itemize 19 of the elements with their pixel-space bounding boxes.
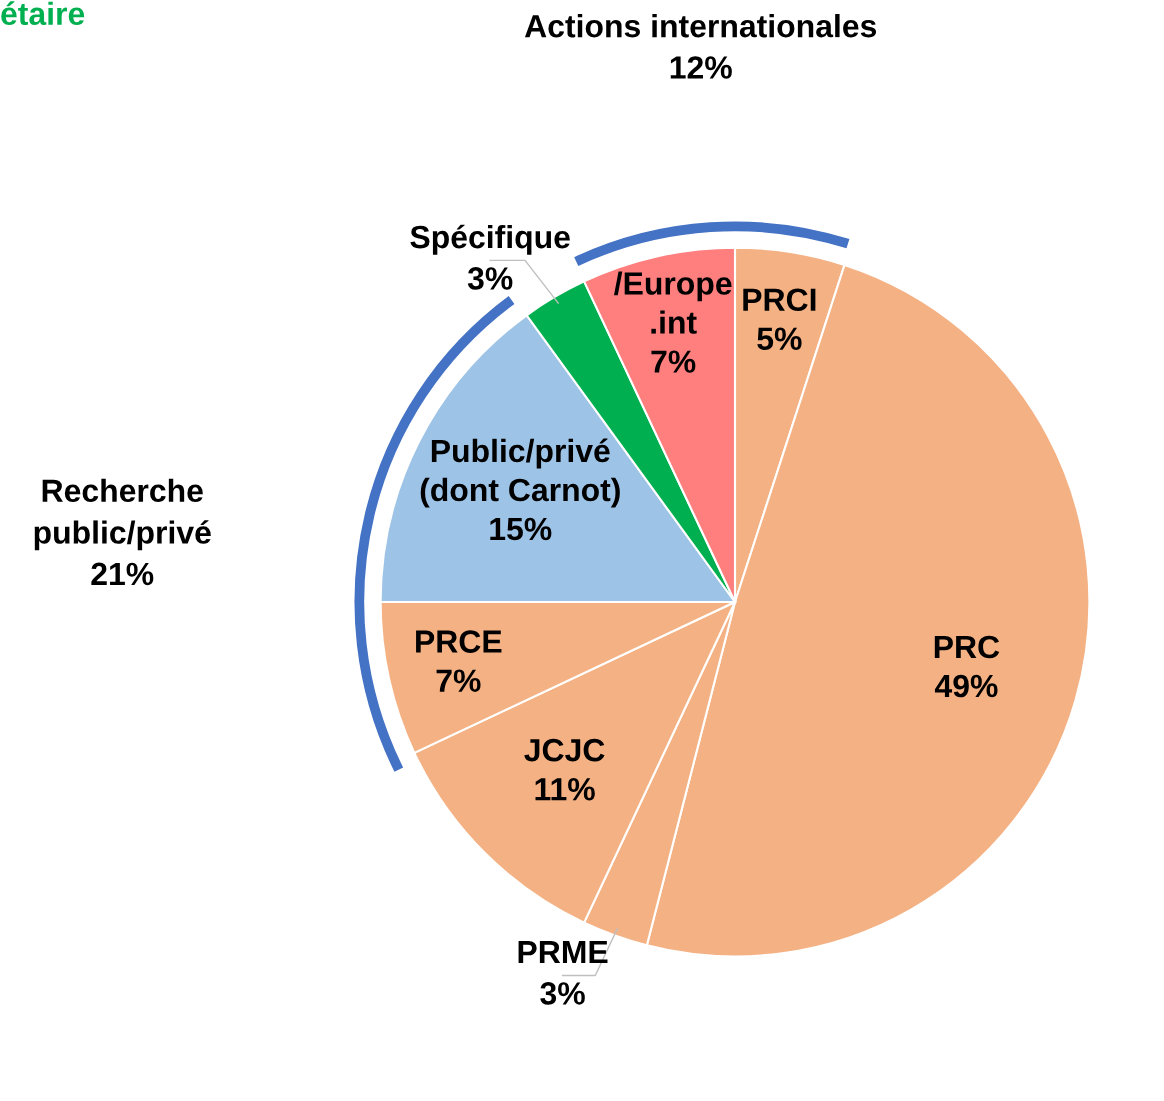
slice-label: /Europe .int bbox=[614, 271, 732, 334]
data-label: 7% bbox=[651, 350, 696, 373]
slice-label: PRCE bbox=[416, 630, 502, 653]
text: étaire bbox=[1, 1, 85, 26]
slice-label: PRC bbox=[934, 635, 1000, 659]
data-label: 3% bbox=[540, 982, 585, 1005]
slice-label: Spécifique bbox=[410, 224, 570, 255]
slice-label: PRME bbox=[518, 941, 608, 964]
data-label: 7% bbox=[436, 669, 481, 692]
slice-label: Public/privé (dont Carnot) bbox=[420, 438, 620, 508]
slice-label: PRCI bbox=[743, 288, 816, 312]
data-label: 11% bbox=[535, 777, 595, 801]
data-label: 15% bbox=[490, 517, 552, 541]
data-label: 49% bbox=[934, 674, 998, 698]
slice-label: JCJC bbox=[524, 738, 605, 762]
text: Actions internationales 12% bbox=[524, 13, 877, 79]
text: Recherche public/privé 21% bbox=[34, 478, 211, 586]
data-label: 5% bbox=[757, 327, 802, 351]
data-label: 3% bbox=[467, 267, 513, 290]
